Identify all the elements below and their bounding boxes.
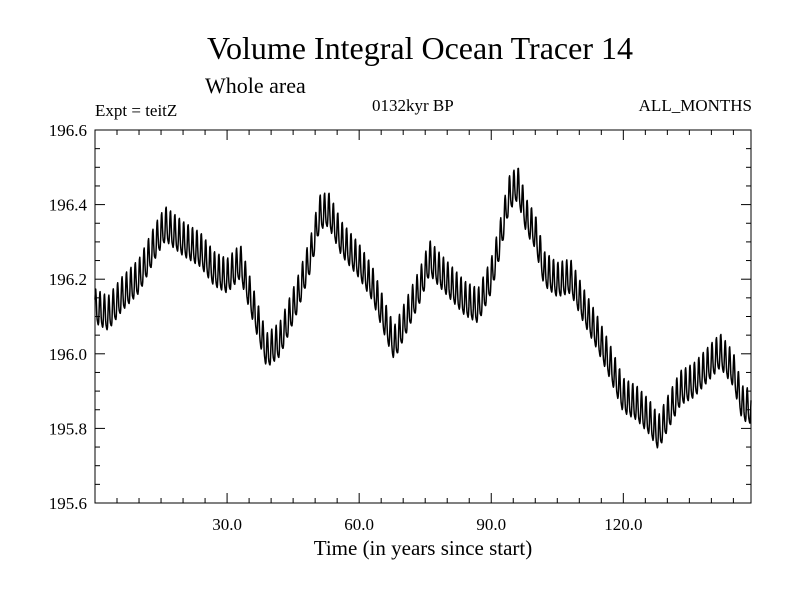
months-label: ALL_MONTHS	[638, 96, 752, 115]
x-axis-title: Time (in years since start)	[314, 536, 533, 560]
chart-title: Volume Integral Ocean Tracer 14	[207, 30, 633, 66]
y-tick-label: 195.8	[49, 419, 87, 438]
x-tick-label: 120.0	[604, 515, 642, 534]
period-label: 0132kyr BP	[372, 96, 454, 115]
series-line-tracer-14	[94, 167, 752, 449]
y-tick-label: 195.6	[49, 494, 87, 513]
y-tick-label: 196.6	[49, 121, 87, 140]
y-tick-label: 196.2	[49, 270, 87, 289]
y-tick-label: 196.0	[49, 345, 87, 364]
x-tick-label: 90.0	[476, 515, 506, 534]
experiment-label: Expt = teitZ	[95, 101, 178, 120]
x-tick-label: 30.0	[212, 515, 242, 534]
x-tick-label: 60.0	[344, 515, 374, 534]
plot-frame	[94, 129, 752, 504]
chart-subtitle: Whole area	[205, 73, 306, 98]
y-tick-label: 196.4	[49, 196, 88, 215]
